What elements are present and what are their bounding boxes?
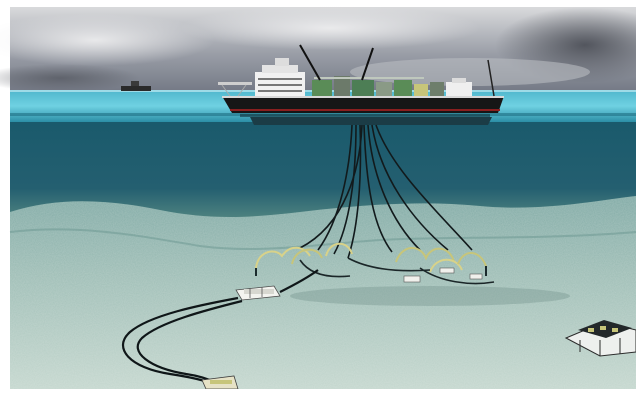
water-column	[10, 122, 636, 217]
seabed	[9, 196, 636, 389]
seabed-jumpers	[299, 257, 495, 285]
flexible-risers	[299, 124, 473, 259]
subsea-manifold	[403, 267, 483, 283]
distant-boat-icon	[121, 81, 151, 91]
riser-arches	[255, 242, 487, 276]
fpso-vessel-icon	[218, 44, 504, 125]
manifold-shadow	[290, 286, 570, 306]
flowlines	[122, 269, 319, 387]
subsea-template	[235, 285, 281, 301]
sky	[0, 6, 636, 92]
subsea-template-right	[564, 320, 636, 357]
process-modules	[312, 76, 444, 96]
